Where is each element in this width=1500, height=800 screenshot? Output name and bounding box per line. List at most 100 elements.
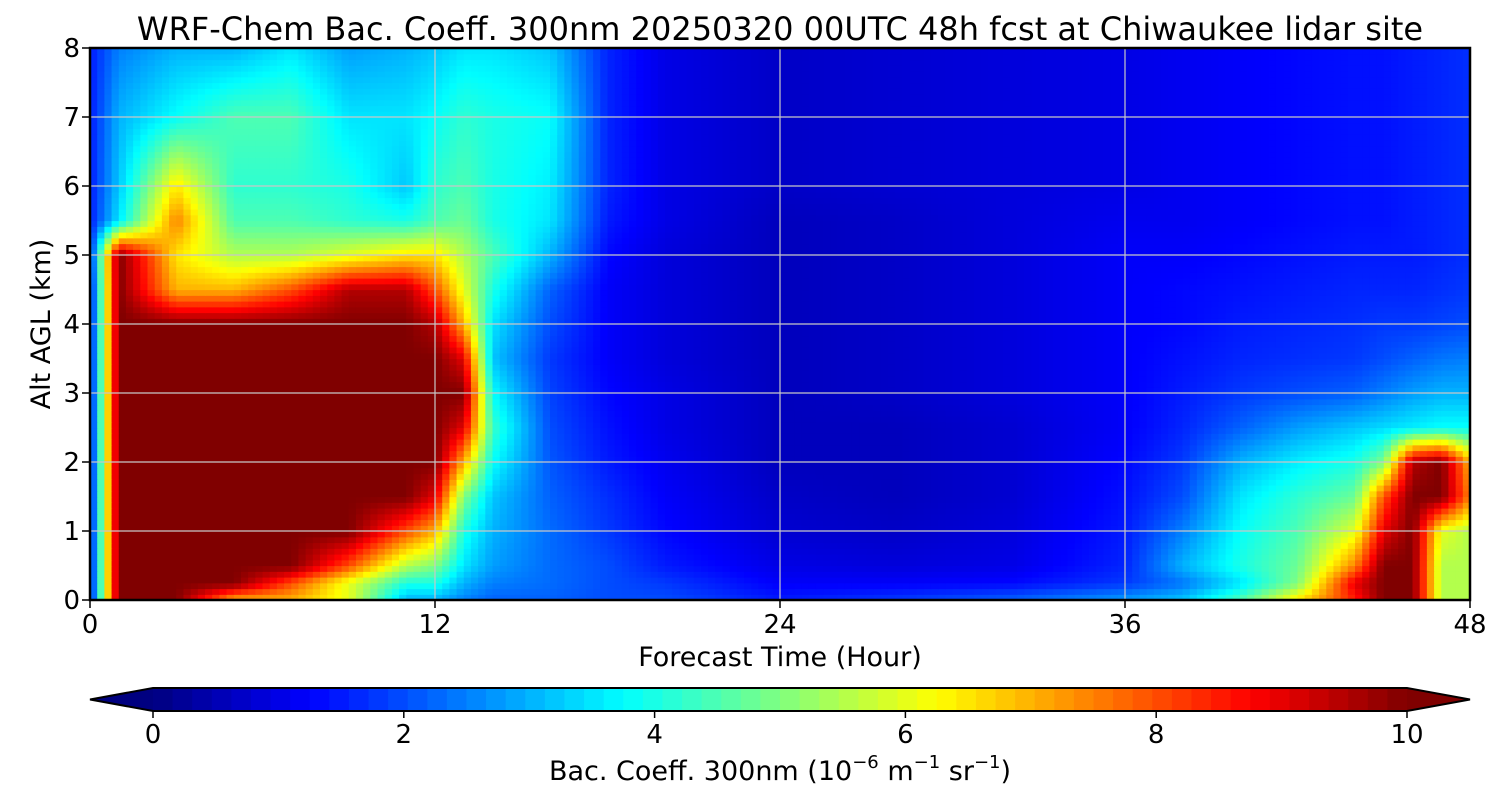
heatmap-cell [895, 548, 903, 555]
heatmap-cell [413, 485, 422, 492]
heatmap-cell [744, 479, 752, 486]
heatmap-cell [140, 496, 149, 503]
heatmap-cell [435, 548, 443, 555]
heatmap-cell [147, 542, 156, 549]
heatmap-cell [938, 577, 946, 584]
heatmap-cell [902, 565, 910, 572]
heatmap-cell [1225, 462, 1234, 469]
heatmap-cell [463, 548, 472, 555]
heatmap-cell [363, 536, 371, 544]
heatmap-cell [1355, 519, 1363, 526]
heatmap-cell [420, 456, 429, 463]
heatmap-cell [693, 554, 702, 561]
heatmap-cell [902, 496, 910, 503]
heatmap-cell [1347, 473, 1356, 480]
heatmap-cell [837, 536, 846, 544]
heatmap-cell [1455, 490, 1464, 498]
heatmap-cell [1390, 565, 1399, 572]
heatmap-cell [744, 565, 752, 572]
heatmap-cell [981, 508, 990, 515]
heatmap-cell [291, 577, 300, 584]
heatmap-cell [830, 594, 839, 600]
heatmap-cell [1297, 548, 1306, 555]
heatmap-cell [1434, 490, 1442, 498]
heatmap-cell [1304, 508, 1313, 515]
heatmap-cell [1240, 594, 1248, 600]
heatmap-cell [629, 582, 637, 590]
heatmap-cell [1038, 513, 1047, 521]
heatmap-cell [169, 502, 177, 509]
heatmap-cell [1383, 582, 1392, 590]
heatmap-cell [1153, 548, 1162, 555]
heatmap-field [90, 48, 1470, 600]
heatmap-cell [859, 554, 867, 561]
heatmap-cell [808, 519, 817, 526]
heatmap-cell [1441, 485, 1450, 492]
heatmap-cell [873, 525, 882, 532]
heatmap-cell [1189, 536, 1198, 544]
heatmap-cell [1333, 577, 1342, 584]
heatmap-cell [988, 536, 997, 544]
heatmap-cell [607, 554, 616, 561]
heatmap-cell [1240, 588, 1248, 595]
heatmap-cell [887, 456, 896, 463]
heatmap-cell [327, 554, 335, 561]
heatmap-cell [125, 490, 134, 498]
heatmap-cell [97, 594, 105, 600]
heatmap-cell [564, 542, 573, 549]
heatmap-cell [456, 485, 465, 492]
heatmap-cell [1268, 571, 1277, 578]
heatmap-cell [233, 456, 242, 463]
heatmap-cell [966, 513, 975, 521]
heatmap-cell [1168, 473, 1176, 480]
heatmap-cell [97, 536, 105, 544]
heatmap-cell [1275, 473, 1284, 480]
heatmap-cell [118, 513, 127, 521]
heatmap-cell [233, 496, 242, 503]
heatmap-cell [1211, 462, 1220, 469]
heatmap-cell [133, 554, 141, 561]
heatmap-cell [463, 473, 472, 480]
heatmap-cell [1160, 456, 1169, 463]
heatmap-cell [780, 496, 788, 503]
heatmap-cell [1211, 536, 1220, 544]
heatmap-cell [255, 554, 264, 561]
heatmap-cell [305, 519, 314, 526]
heatmap-cell [974, 473, 982, 480]
heatmap-cell [902, 525, 910, 532]
heatmap-cell [1290, 536, 1299, 544]
heatmap-cell [916, 508, 925, 515]
heatmap-cell [1369, 577, 1378, 584]
heatmap-cell [557, 588, 565, 595]
heatmap-cell [1002, 473, 1011, 480]
heatmap-cell [1168, 554, 1176, 561]
heatmap-cell [794, 577, 803, 584]
heatmap-cell [1362, 450, 1370, 457]
heatmap-cell [97, 473, 105, 480]
heatmap-cell [772, 525, 781, 532]
heatmap-cell [1060, 542, 1069, 549]
heatmap-cell [1168, 536, 1176, 544]
heatmap-cell [923, 577, 932, 584]
heatmap-cell [564, 462, 573, 469]
heatmap-cell [442, 467, 450, 475]
heatmap-cell [1096, 502, 1105, 509]
heatmap-cell [427, 519, 436, 526]
heatmap-cell [966, 496, 975, 503]
heatmap-cell [1031, 496, 1040, 503]
heatmap-cell [851, 508, 860, 515]
heatmap-cell [133, 450, 141, 457]
heatmap-cell [708, 531, 716, 538]
heatmap-cell [578, 565, 587, 572]
heatmap-cell [600, 450, 609, 457]
heatmap-cell [1390, 473, 1399, 480]
heatmap-cell [1340, 554, 1349, 561]
heatmap-cell [442, 588, 450, 595]
heatmap-cell [1060, 456, 1069, 463]
heatmap-cell [212, 508, 220, 515]
heatmap-cell [1462, 594, 1470, 600]
heatmap-cell [1117, 462, 1126, 469]
heatmap-cell [1290, 582, 1299, 590]
heatmap-cell [197, 542, 206, 549]
heatmap-cell [269, 554, 278, 561]
